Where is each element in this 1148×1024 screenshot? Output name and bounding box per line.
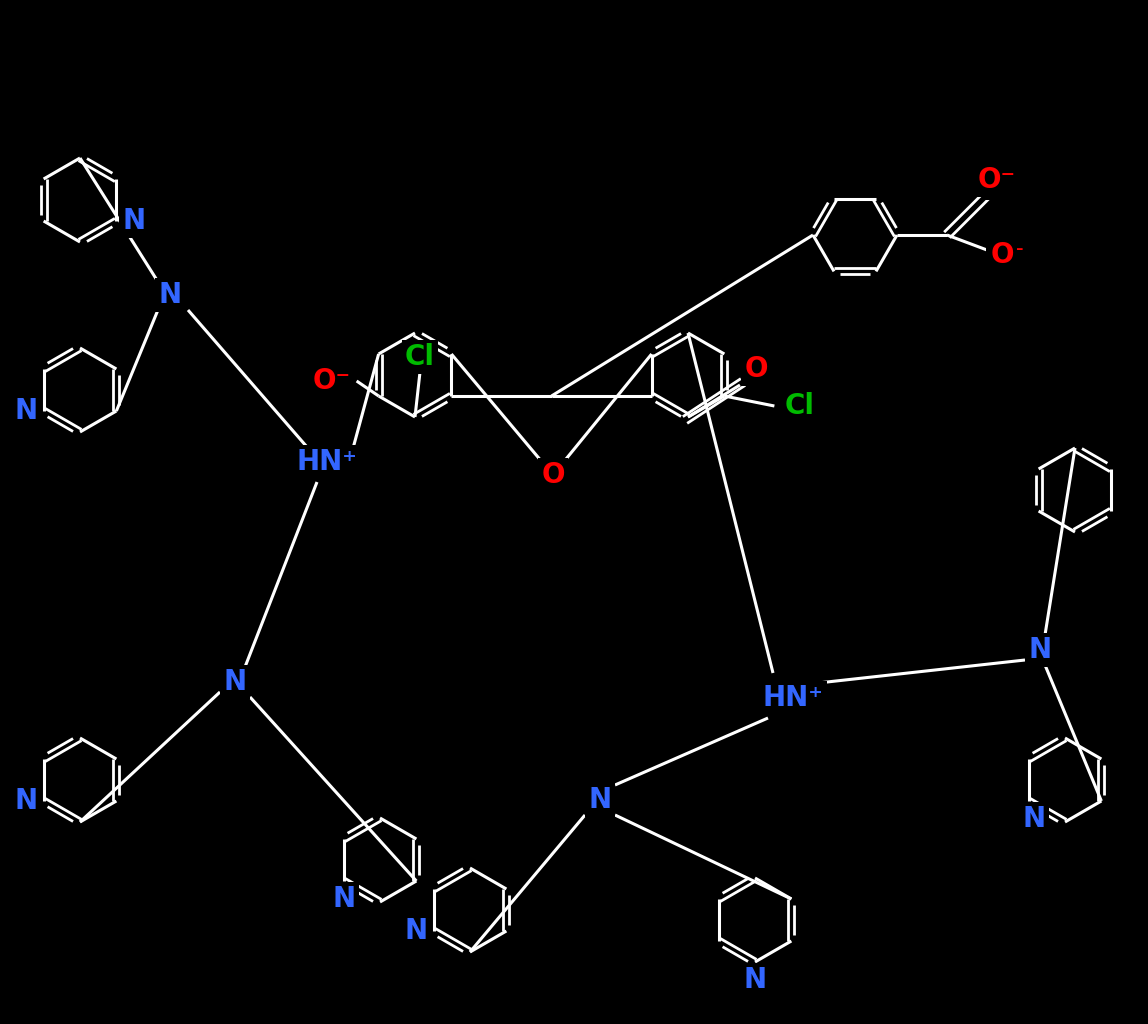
Text: O: O [985,169,1009,197]
Text: O⁻: O⁻ [988,242,1025,268]
Text: N: N [1029,636,1052,664]
Text: N: N [14,787,37,815]
Text: HN⁺: HN⁺ [762,684,823,712]
Text: N: N [123,207,146,234]
Text: N: N [224,668,247,696]
Text: O⁻: O⁻ [312,367,350,395]
Text: Cl: Cl [784,392,814,420]
Text: N: N [589,786,612,814]
Text: N: N [744,966,767,994]
Text: N: N [404,918,427,945]
Text: O: O [541,461,565,489]
Text: O⁻: O⁻ [978,166,1016,194]
Text: N: N [158,281,181,309]
Text: N: N [1022,805,1045,833]
Text: N: N [14,397,37,425]
Text: O: O [991,241,1014,269]
Text: Cl: Cl [405,343,435,371]
Text: N: N [332,885,355,913]
Text: O: O [744,355,768,383]
Text: HN⁺: HN⁺ [296,449,357,476]
